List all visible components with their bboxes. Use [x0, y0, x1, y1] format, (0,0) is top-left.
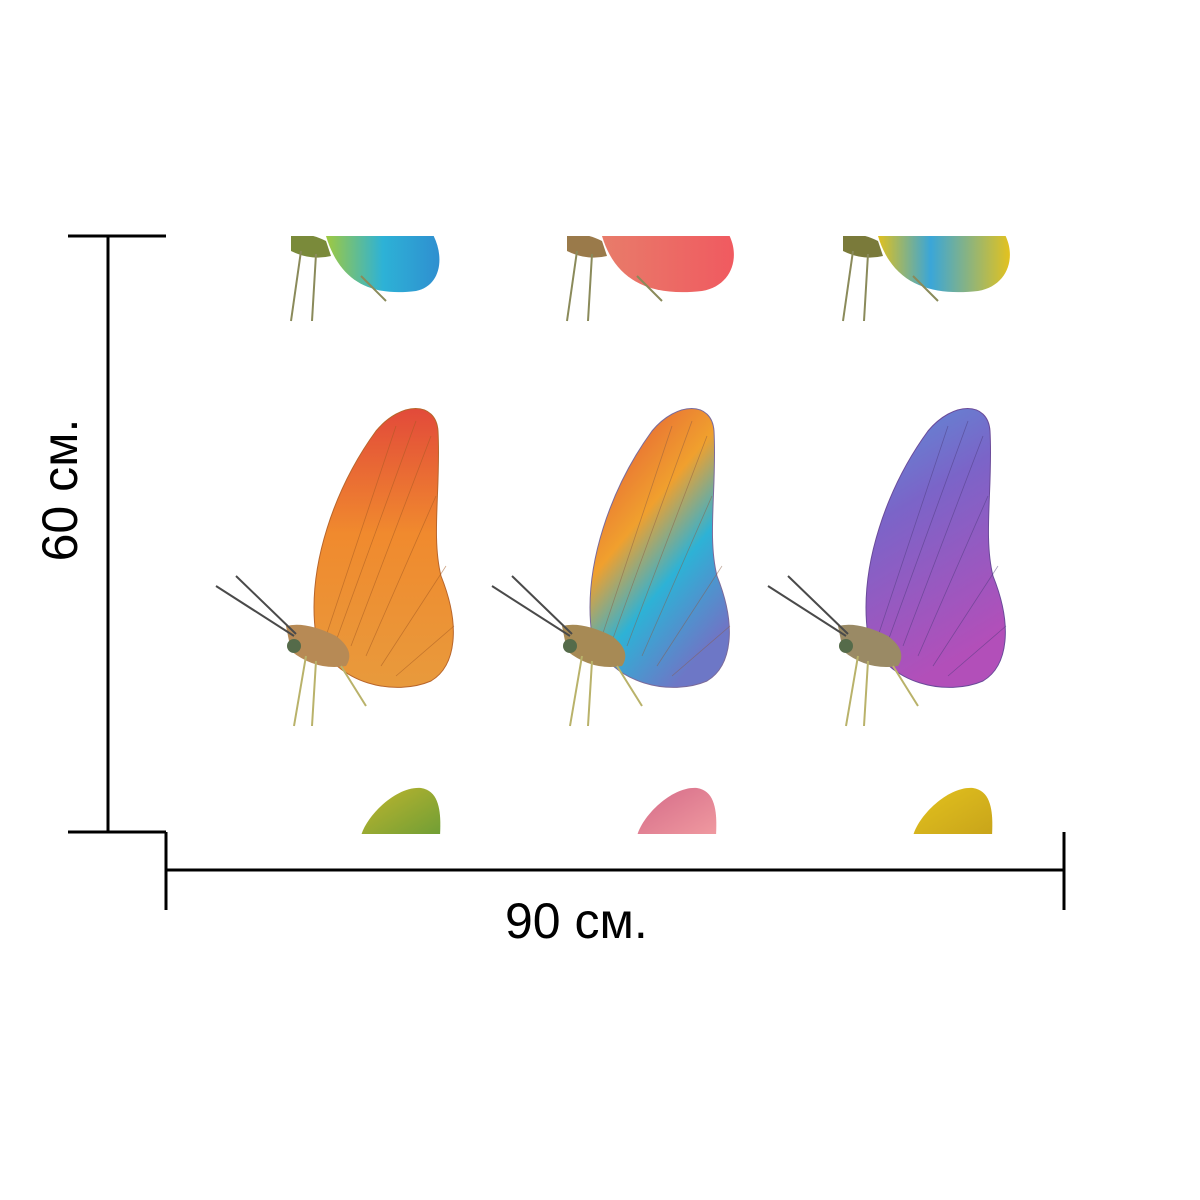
butterfly-top-2	[566, 236, 734, 322]
butterfly-middle-3	[767, 408, 1007, 727]
butterfly-bottom-2	[637, 787, 717, 834]
butterfly-top-1	[290, 236, 440, 322]
butterfly-middle-2	[491, 408, 731, 727]
butterfly-bottom-3	[913, 787, 993, 834]
butterfly-middle-1	[215, 408, 455, 727]
width-label: 90 см.	[505, 893, 648, 949]
height-label: 60 см.	[32, 418, 88, 562]
butterfly-bottom-1	[361, 787, 441, 834]
butterfly-top-3	[842, 236, 1010, 322]
butterfly-pattern	[166, 236, 1064, 834]
